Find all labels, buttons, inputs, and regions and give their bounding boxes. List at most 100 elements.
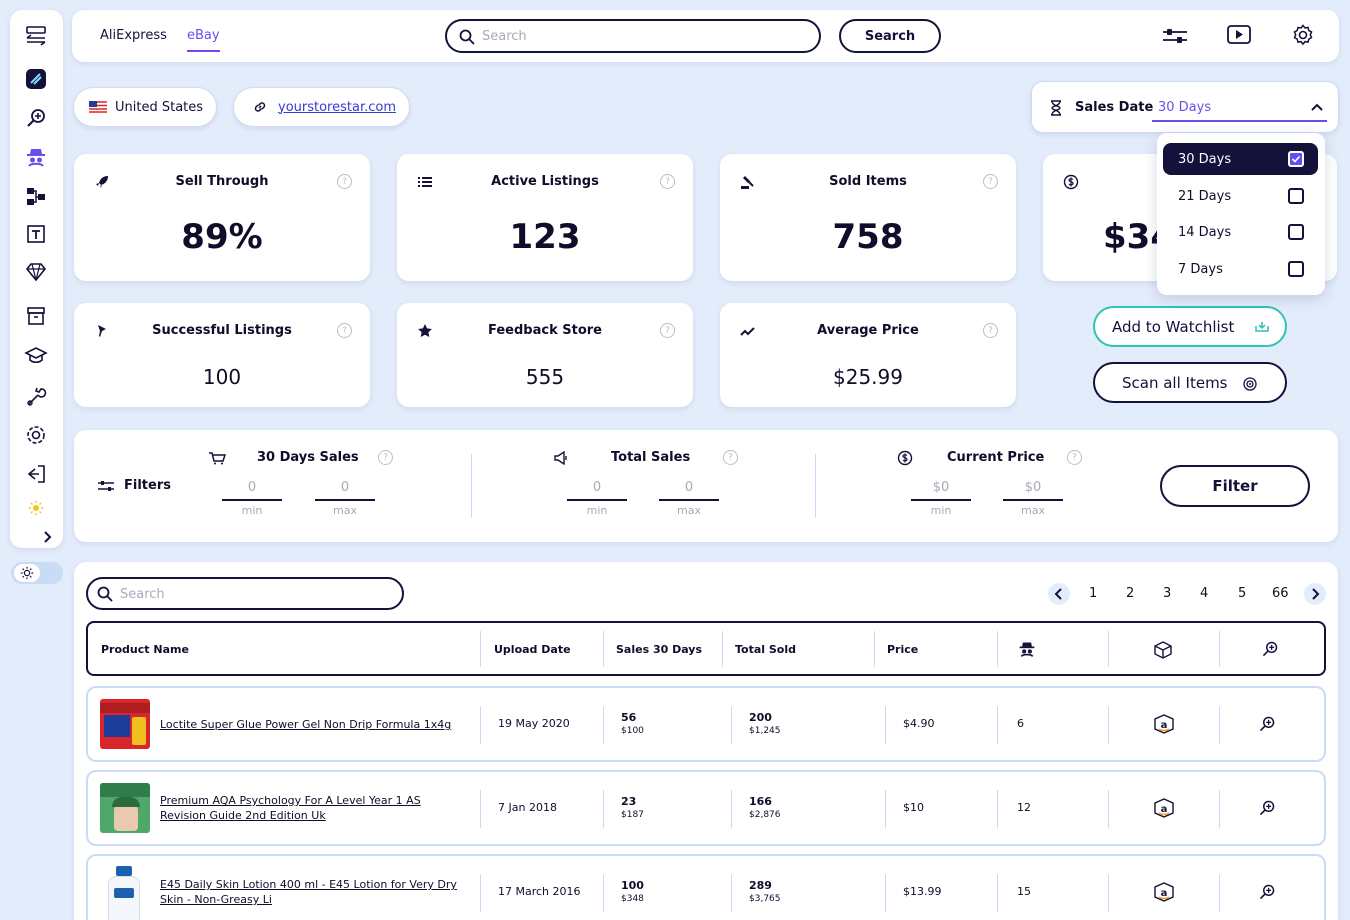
exchange-icon[interactable] bbox=[24, 24, 48, 48]
min-input[interactable]: 0 bbox=[247, 480, 257, 495]
magnify-plus-icon[interactable] bbox=[1261, 640, 1279, 658]
logout-icon[interactable] bbox=[24, 462, 48, 486]
country-selector[interactable]: United States bbox=[73, 87, 217, 127]
product-research-icon[interactable] bbox=[24, 106, 48, 130]
column-price[interactable]: Price bbox=[887, 642, 919, 656]
min-input[interactable]: 0 bbox=[592, 480, 602, 495]
table-row[interactable]: Loctite Super Glue Power Gel Non Drip Fo… bbox=[86, 686, 1326, 762]
light-mode-icon[interactable] bbox=[24, 496, 48, 520]
stat-label: Average Price bbox=[817, 323, 919, 338]
divider bbox=[1219, 631, 1220, 667]
app-logo-icon[interactable] bbox=[24, 67, 48, 91]
settings-icon[interactable] bbox=[24, 423, 48, 447]
chevron-up-icon[interactable] bbox=[1311, 103, 1323, 111]
table-row[interactable]: Premium AQA Psychology For A Level Year … bbox=[86, 770, 1326, 846]
amazon-box-icon[interactable]: a bbox=[1153, 881, 1175, 903]
page-1[interactable]: 1 bbox=[1089, 586, 1098, 601]
top-search-button[interactable]: Search bbox=[839, 19, 941, 53]
academy-icon[interactable] bbox=[24, 343, 48, 367]
help-icon[interactable]: ? bbox=[1067, 450, 1082, 465]
top-search-input[interactable]: Search bbox=[445, 19, 821, 53]
help-icon[interactable]: ? bbox=[983, 323, 998, 338]
next-page-button[interactable] bbox=[1304, 583, 1326, 605]
help-icon[interactable]: ? bbox=[660, 323, 675, 338]
store-url[interactable]: yourstorestar.com bbox=[278, 99, 396, 115]
sales-30-days-revenue: $348 bbox=[621, 894, 644, 904]
min-input[interactable]: $0 bbox=[932, 480, 950, 495]
scan-label: Scan all Items bbox=[1122, 373, 1228, 392]
diamond-icon[interactable] bbox=[24, 260, 48, 284]
product-name-link[interactable]: Premium AQA Psychology For A Level Year … bbox=[160, 794, 421, 822]
max-input[interactable]: 0 bbox=[340, 480, 350, 495]
option-label: 14 Days bbox=[1178, 224, 1232, 240]
table-search-input[interactable]: Search bbox=[86, 577, 404, 610]
divider bbox=[480, 631, 481, 667]
theme-toggle[interactable] bbox=[11, 562, 63, 584]
amazon-box-icon[interactable]: a bbox=[1153, 797, 1175, 819]
page-5[interactable]: 5 bbox=[1238, 586, 1247, 601]
stat-label: Active Listings bbox=[491, 174, 599, 189]
product-name-link[interactable]: E45 Daily Skin Lotion 400 ml - E45 Lotio… bbox=[160, 878, 457, 906]
help-icon[interactable]: ? bbox=[337, 323, 352, 338]
tools-icon[interactable] bbox=[24, 385, 48, 409]
expand-sidebar-icon[interactable] bbox=[42, 525, 54, 549]
magnify-plus-icon[interactable] bbox=[1258, 799, 1276, 817]
column-total-sold[interactable]: Total Sold bbox=[735, 642, 797, 656]
option-21-days[interactable]: 21 Days bbox=[1163, 180, 1318, 212]
divider bbox=[997, 874, 998, 912]
product-thumbnail bbox=[106, 866, 142, 920]
box-icon[interactable] bbox=[1153, 640, 1173, 660]
competitor-research-icon[interactable] bbox=[24, 145, 48, 169]
filter-sliders-icon[interactable] bbox=[1162, 26, 1188, 46]
product-name-link[interactable]: Loctite Super Glue Power Gel Non Drip Fo… bbox=[160, 718, 452, 731]
page-4[interactable]: 4 bbox=[1200, 586, 1209, 601]
divider bbox=[815, 454, 816, 518]
add-to-watchlist-button[interactable]: Add to Watchlist bbox=[1093, 306, 1287, 347]
tab-ebay[interactable]: eBay bbox=[187, 28, 220, 52]
column-upload-date[interactable]: Upload Date bbox=[494, 642, 571, 656]
scan-all-items-button[interactable]: Scan all Items bbox=[1093, 362, 1287, 403]
amazon-box-icon[interactable]: a bbox=[1153, 713, 1175, 735]
divider bbox=[1108, 790, 1109, 828]
filter-group-label: Current Price bbox=[947, 450, 1045, 465]
help-icon[interactable]: ? bbox=[660, 174, 675, 189]
max-input[interactable]: $0 bbox=[1024, 480, 1042, 495]
checkbox[interactable] bbox=[1288, 188, 1304, 204]
option-14-days[interactable]: 14 Days bbox=[1163, 216, 1318, 248]
max-input[interactable]: 0 bbox=[684, 480, 694, 495]
video-tutorial-icon[interactable] bbox=[1227, 25, 1251, 45]
divider bbox=[603, 874, 604, 912]
column-product-name[interactable]: Product Name bbox=[101, 642, 189, 656]
help-icon[interactable]: ? bbox=[378, 450, 393, 465]
upload-date: 19 May 2020 bbox=[498, 717, 570, 730]
checkbox-checked[interactable] bbox=[1288, 151, 1304, 167]
option-30-days[interactable]: 30 Days bbox=[1163, 143, 1318, 175]
filter-button[interactable]: Filter bbox=[1160, 465, 1310, 507]
option-7-days[interactable]: 7 Days bbox=[1163, 253, 1318, 285]
competitor-spy-icon[interactable] bbox=[1018, 640, 1036, 658]
magnify-plus-icon[interactable] bbox=[1258, 715, 1276, 733]
sales-date-selector[interactable]: Sales Date 30 Days bbox=[1031, 81, 1339, 133]
table-row[interactable]: E45 Daily Skin Lotion 400 ml - E45 Lotio… bbox=[86, 854, 1326, 920]
column-sales-30-days[interactable]: Sales 30 Days bbox=[616, 642, 703, 656]
archive-icon[interactable] bbox=[24, 304, 48, 328]
tab-aliexpress[interactable]: AliExpress bbox=[100, 28, 167, 43]
page-3[interactable]: 3 bbox=[1163, 586, 1172, 601]
stat-sold-items: Sold Items ? 758 bbox=[720, 154, 1016, 281]
upload-date: 17 March 2016 bbox=[498, 885, 581, 898]
page-66[interactable]: 66 bbox=[1272, 586, 1289, 601]
help-icon[interactable]: ? bbox=[983, 174, 998, 189]
checkbox[interactable] bbox=[1288, 224, 1304, 240]
checkbox[interactable] bbox=[1288, 261, 1304, 277]
store-link[interactable]: yourstorestar.com bbox=[233, 87, 410, 127]
magnify-plus-icon[interactable] bbox=[1258, 883, 1276, 901]
prev-page-button[interactable] bbox=[1048, 583, 1070, 605]
help-icon[interactable]: ? bbox=[337, 174, 352, 189]
help-icon[interactable]: ? bbox=[723, 450, 738, 465]
min-caption: min bbox=[241, 504, 263, 517]
gavel-icon bbox=[741, 176, 754, 189]
page-2[interactable]: 2 bbox=[1126, 586, 1135, 601]
category-tree-icon[interactable] bbox=[24, 184, 48, 208]
gear-icon[interactable] bbox=[1292, 24, 1314, 46]
title-builder-icon[interactable] bbox=[24, 222, 48, 246]
